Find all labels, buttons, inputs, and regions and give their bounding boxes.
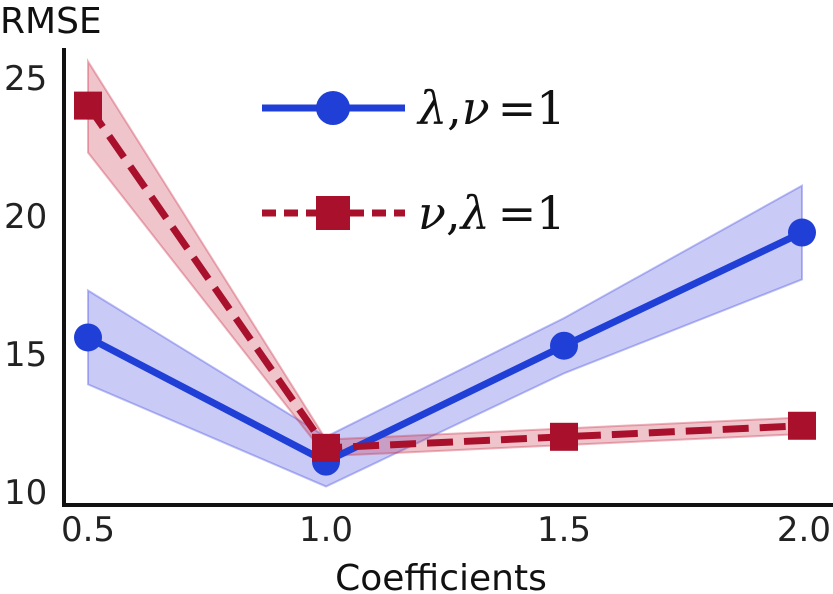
legend-marker-nu: [316, 196, 350, 230]
legend-label-part: ν: [462, 81, 490, 135]
x-tick-label: 1.0: [299, 510, 353, 550]
legend-label-part: ,: [446, 186, 461, 240]
x-tick-label: 2.0: [777, 510, 831, 550]
legend-label-nu: ν,λ =1: [418, 186, 566, 240]
x-tick-labels: 0.5 1.0 1.5 2.0: [61, 510, 831, 550]
axes: [62, 48, 833, 507]
series-lines: [85, 103, 804, 466]
y-tick-label: 10: [4, 473, 47, 513]
series-line-nu: [85, 103, 803, 452]
marker-nu-3: [788, 411, 816, 440]
legend: λ,ν =1ν,λ =1: [262, 81, 566, 240]
legend-label-part: λ: [416, 81, 447, 135]
marker-lambda-0: [74, 323, 102, 352]
series-line-lambda: [86, 229, 804, 466]
marker-nu-0: [74, 91, 102, 120]
legend-label-lambda: λ,ν =1: [416, 81, 566, 135]
marker-nu-1: [312, 433, 340, 462]
marker-lambda-2: [550, 331, 578, 360]
y-tick-label: 25: [4, 59, 47, 99]
series-markers: [74, 91, 816, 476]
y-tick-label: 20: [4, 197, 47, 237]
marker-lambda-3: [788, 218, 816, 247]
legend-marker-lambda: [316, 91, 350, 125]
legend-label-part: ,: [447, 81, 462, 135]
band-lambda: [87, 183, 803, 488]
y-axis-title: RMSE: [0, 1, 102, 42]
x-tick-label: 0.5: [61, 510, 115, 550]
legend-label-part: ν: [418, 186, 446, 240]
x-axis-title: Coefficients: [335, 558, 547, 594]
legend-label-part: =1: [498, 186, 566, 240]
marker-nu-2: [550, 422, 578, 451]
x-tick-label: 1.5: [537, 510, 591, 550]
y-tick-labels: 10 15 20 25: [4, 59, 47, 513]
legend-label-part: =1: [498, 81, 566, 135]
y-tick-label: 15: [4, 335, 47, 375]
legend-label-part: λ: [459, 186, 490, 240]
